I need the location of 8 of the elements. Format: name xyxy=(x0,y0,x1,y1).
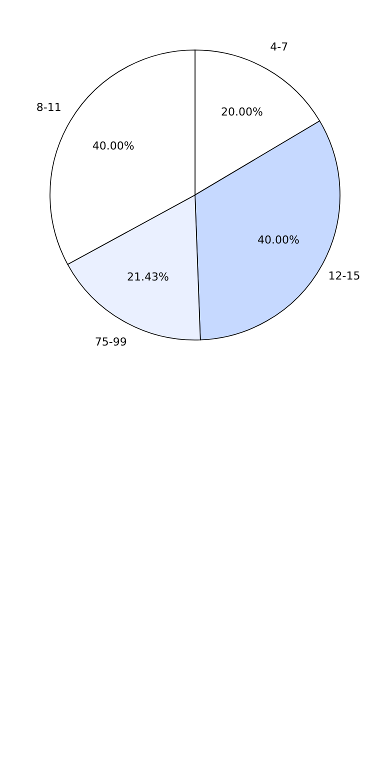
slice-label: 75-99 xyxy=(94,336,127,349)
data-label: 40.00% xyxy=(257,233,300,246)
slice-label: 4-7 xyxy=(270,40,288,54)
data-label: 40.00% xyxy=(92,139,134,152)
slice-label: 12-15 xyxy=(328,269,360,282)
slice-label: 8-11 xyxy=(36,101,62,114)
data-label: 20.00% xyxy=(221,105,263,118)
data-label: 21.43% xyxy=(127,270,169,284)
